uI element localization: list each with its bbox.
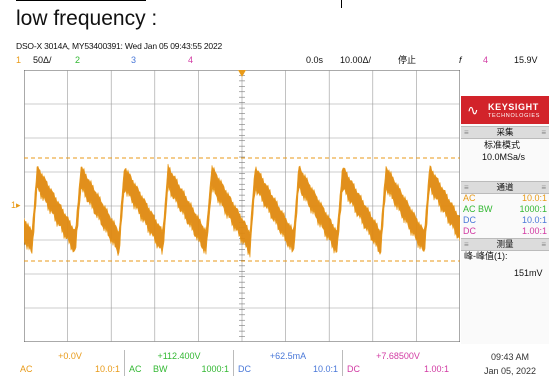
system-info: DSO-X 3014A, MY53400391: Wed Jan 05 09:4…	[16, 41, 222, 51]
brand-name: KEYSIGHT	[488, 102, 539, 112]
acquisition-mode: 标准模式	[484, 140, 521, 150]
bottom-channel-1[interactable]: +0.0V AC 10.0:1	[16, 350, 125, 376]
ch1-scale[interactable]: 50Δ/	[33, 55, 52, 65]
brand-subtitle: TECHNOLOGIES	[488, 113, 541, 119]
channel-ratio: 1000:1	[201, 364, 229, 374]
trigger-position-marker	[238, 70, 246, 77]
ch4-number[interactable]: 4	[188, 55, 194, 65]
channel-coupling: DC	[347, 364, 360, 374]
channel-ratio: 10.0:1	[312, 364, 338, 374]
trigger-edge-icon: f	[459, 55, 462, 65]
channel-ratio: 1.00:1	[521, 226, 547, 236]
channel-info-bar: +0.0V AC 10.0:1 +112.400V AC BW 1000:1 +…	[16, 350, 454, 376]
channel-offset: +7.68500V	[376, 351, 420, 361]
channel-ratio: 1.00:1	[423, 364, 449, 374]
measurement-value: 151mV	[514, 268, 543, 278]
trigger-channel[interactable]: 4	[483, 55, 489, 65]
channel-coupling: DC	[463, 215, 476, 225]
measurements-header[interactable]: ≡ 测量 ≡	[461, 238, 549, 251]
page-heading: low frequency :	[16, 7, 158, 30]
waveform-display[interactable]	[24, 70, 460, 342]
bottom-channel-2[interactable]: +112.400V AC BW 1000:1	[125, 350, 234, 376]
bottom-channel-3[interactable]: +62.5mA DC 10.0:1	[234, 350, 343, 376]
timebase-value[interactable]: 10.00Δ/	[340, 55, 372, 65]
top-border-line	[16, 0, 146, 1]
sample-rate: 10.0MSa/s	[482, 152, 526, 162]
menu-right-icon: ≡	[541, 183, 546, 192]
channel-coupling: AC BW	[463, 204, 493, 214]
acquisition-header-label: 采集	[496, 127, 514, 137]
menu-right-icon: ≡	[541, 240, 546, 249]
channel-ratio: 10.0:1	[521, 215, 547, 225]
ch3-number[interactable]: 3	[131, 55, 137, 65]
measurement-label: 峰-峰值(1):	[464, 251, 508, 261]
channels-header[interactable]: ≡ 通道 ≡	[461, 181, 549, 194]
channel-ratio: 1000:1	[519, 204, 547, 214]
trigger-level[interactable]: 15.9V	[514, 55, 538, 65]
menu-right-icon: ≡	[541, 128, 546, 137]
keysight-logo: ∿ KEYSIGHT TECHNOLOGIES	[461, 96, 549, 124]
clock-date: Jan 05, 2022	[483, 366, 537, 376]
channel-offset: +62.5mA	[269, 351, 307, 361]
ch2-number[interactable]: 2	[75, 55, 81, 65]
keysight-wave-icon: ∿	[467, 102, 479, 118]
channel-offset: +0.0V	[58, 351, 82, 361]
run-state[interactable]: 停止	[398, 55, 417, 65]
menu-left-icon: ≡	[464, 128, 469, 137]
channel-coupling: AC	[129, 364, 142, 374]
clock-time: 09:43 AM	[490, 352, 530, 362]
ch1-waveform	[24, 163, 460, 258]
delay-value[interactable]: 0.0s	[306, 55, 324, 65]
bottom-channel-4[interactable]: +7.68500V DC 1.00:1	[343, 350, 453, 376]
top-border-tick	[341, 0, 342, 8]
ch1-number[interactable]: 1	[16, 55, 22, 65]
channel-coupling: DC	[463, 226, 476, 236]
channel-ratio: 10.0:1	[521, 193, 547, 203]
acquisition-header[interactable]: ≡ 采集 ≡	[461, 126, 549, 139]
channel-coupling: AC	[463, 193, 476, 203]
menu-left-icon: ≡	[464, 183, 469, 192]
measurements-header-label: 测量	[496, 239, 514, 249]
channel-bandwidth: BW	[153, 364, 168, 374]
ch1-ground-marker: 1▸	[11, 200, 21, 210]
channels-header-label: 通道	[496, 182, 514, 192]
channel-offset: +112.400V	[157, 351, 201, 361]
channel-ratio: 10.0:1	[94, 364, 120, 374]
channel-coupling: DC	[238, 364, 251, 374]
channel-coupling: AC	[20, 364, 33, 374]
menu-left-icon: ≡	[464, 240, 469, 249]
